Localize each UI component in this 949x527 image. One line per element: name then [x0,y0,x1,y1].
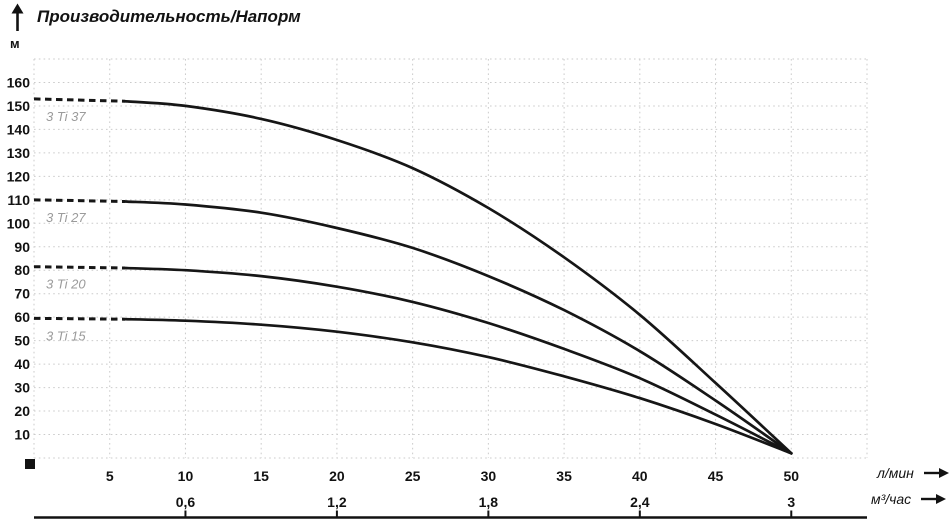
y-tick-label: 120 [7,168,31,184]
gridlines [33,58,868,459]
right-arrow-icon [923,468,949,478]
curve-solid-segment [123,99,793,455]
y-axis-unit-label: м [10,36,20,51]
y-tick-label: 140 [7,121,31,137]
y-tick-label: 80 [14,262,30,278]
curve-dashed-segment [33,198,125,204]
series-label: 3 Ti 20 [46,277,86,292]
x2-tick-label: 0,6 [176,494,196,510]
x-tick-label: 15 [253,468,269,484]
y-tick-label: 50 [14,333,30,349]
y-tick-label: 60 [14,309,30,325]
y-tick-label: 40 [14,356,30,372]
y-tick-label: 10 [14,427,30,443]
y-tick-label: 30 [14,380,30,396]
up-arrow-icon [11,3,24,31]
curve-solid-segment [123,200,793,455]
curve-solid-segment [123,266,793,455]
curve-dashed-segment [33,316,125,321]
x-axis-primary-tick-labels: 5 10 15 20 25 30 35 40 45 50 [106,468,799,484]
curve-3-ti-15: 3 Ti 15 [33,316,793,455]
y-tick-label: 130 [7,145,31,161]
curve-3-ti-20: 3 Ti 20 [33,265,793,455]
x-tick-label: 45 [708,468,724,484]
curve-3-ti-37: 3 Ti 37 [33,97,793,455]
chart-title: Производительность/Напорм [37,7,301,26]
y-axis-tick-labels: 10 20 30 40 50 60 70 80 90 100 110 120 130 140 150 160 [7,74,31,442]
y-tick-label: 70 [14,286,30,302]
y-tick-label: 110 [7,192,30,208]
x-tick-label: 5 [106,468,114,484]
y-tick-label: 150 [7,98,31,114]
curve-dashed-segment [33,97,125,103]
x-tick-label: 35 [556,468,572,484]
series-label: 3 Ti 37 [46,109,86,124]
x2-tick-label: 1,2 [327,494,347,510]
x-tick-label: 10 [178,468,194,484]
series-label: 3 Ti 27 [46,210,86,225]
x-axis-secondary-unit: м³/час [871,491,947,507]
x-tick-label: 30 [481,468,497,484]
origin-marker [25,459,35,469]
x-tick-label: 25 [405,468,421,484]
y-tick-label: 100 [7,215,31,231]
x-tick-label: 50 [783,468,799,484]
x-tick-label: 20 [329,468,345,484]
curve-solid-segment [123,317,793,455]
curve-3-ti-27: 3 Ti 27 [33,198,793,455]
curve-dashed-segment [33,265,125,270]
y-tick-label: 20 [14,403,30,419]
x2-tick-label: 1,8 [479,494,499,510]
x-tick-label: 40 [632,468,648,484]
y-tick-label: 90 [14,239,30,255]
right-arrow-icon [921,494,947,504]
x1-unit-label: л/мин [877,465,914,481]
x-axis-primary-unit: л/мин [877,465,949,481]
x2-unit-label: м³/час [871,491,912,507]
x2-tick-label: 3 [787,494,795,510]
y-tick-label: 160 [7,74,31,90]
x-axis-secondary: 0,6 1,2 1,8 2,4 3 [34,494,867,519]
x2-tick-label: 2,4 [630,494,650,510]
series-label: 3 Ti 15 [46,328,86,343]
